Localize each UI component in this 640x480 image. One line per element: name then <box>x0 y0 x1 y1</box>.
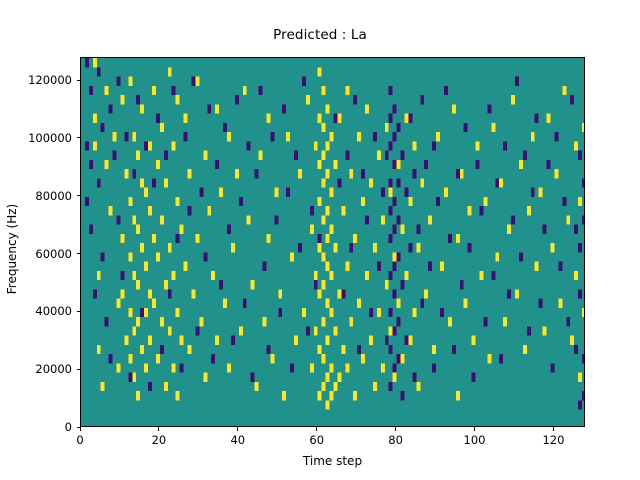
y-tick-mark <box>76 137 80 139</box>
y-tick-label: 40000 <box>35 304 72 319</box>
x-tick-mark <box>552 427 554 431</box>
y-tick-mark <box>76 310 80 312</box>
x-tick-mark <box>79 427 81 431</box>
x-tick-label: 100 <box>463 433 486 447</box>
x-tick-mark <box>237 427 239 431</box>
y-tick-label: 80000 <box>35 188 72 203</box>
spectrogram-heatmap[interactable] <box>81 58 584 426</box>
heatmap-axes[interactable] <box>80 57 585 427</box>
y-tick-mark <box>76 195 80 197</box>
x-axis-label: Time step <box>302 454 363 468</box>
y-tick-label: 120000 <box>28 73 72 88</box>
x-tick-mark <box>158 427 160 431</box>
x-tick-label: 80 <box>388 433 403 447</box>
x-tick-label: 60 <box>309 433 325 447</box>
page-title: Predicted : La <box>273 27 367 43</box>
x-tick-label: 40 <box>230 433 246 447</box>
x-tick-label: 0 <box>76 433 84 447</box>
x-tick-mark <box>474 427 476 431</box>
y-tick-mark <box>76 253 80 255</box>
y-tick-label: 100000 <box>28 130 72 145</box>
x-tick-label: 120 <box>542 433 565 447</box>
y-tick-mark <box>76 426 80 428</box>
x-tick-label: 20 <box>151 433 167 447</box>
x-tick-mark <box>316 427 318 431</box>
x-tick-mark <box>395 427 397 431</box>
y-axis-label: Frequency (Hz) <box>5 203 19 295</box>
y-tick-mark <box>76 368 80 370</box>
y-tick-mark <box>76 79 80 81</box>
y-tick-label: 20000 <box>35 362 72 377</box>
y-tick-label: 60000 <box>35 246 72 261</box>
y-tick-label: 0 <box>64 420 72 434</box>
